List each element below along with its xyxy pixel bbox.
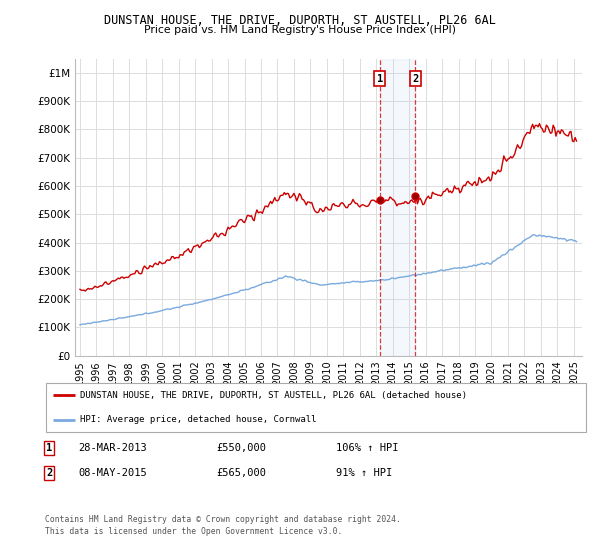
Text: DUNSTAN HOUSE, THE DRIVE, DUPORTH, ST AUSTELL, PL26 6AL: DUNSTAN HOUSE, THE DRIVE, DUPORTH, ST AU… — [104, 14, 496, 27]
Text: DUNSTAN HOUSE, THE DRIVE, DUPORTH, ST AUSTELL, PL26 6AL (detached house): DUNSTAN HOUSE, THE DRIVE, DUPORTH, ST AU… — [80, 391, 467, 400]
Bar — [380, 59, 415, 356]
Text: 28-MAR-2013: 28-MAR-2013 — [78, 443, 147, 453]
Text: 2: 2 — [46, 468, 52, 478]
Text: Price paid vs. HM Land Registry's House Price Index (HPI): Price paid vs. HM Land Registry's House … — [144, 25, 456, 35]
Text: 1: 1 — [46, 443, 52, 453]
Text: This data is licensed under the Open Government Licence v3.0.: This data is licensed under the Open Gov… — [45, 528, 343, 536]
Text: Contains HM Land Registry data © Crown copyright and database right 2024.: Contains HM Land Registry data © Crown c… — [45, 515, 401, 524]
Text: £565,000: £565,000 — [216, 468, 266, 478]
Text: 106% ↑ HPI: 106% ↑ HPI — [336, 443, 398, 453]
FancyBboxPatch shape — [46, 383, 586, 432]
Text: 91% ↑ HPI: 91% ↑ HPI — [336, 468, 392, 478]
Text: £550,000: £550,000 — [216, 443, 266, 453]
Text: HPI: Average price, detached house, Cornwall: HPI: Average price, detached house, Corn… — [80, 415, 317, 424]
Text: 08-MAY-2015: 08-MAY-2015 — [78, 468, 147, 478]
Text: 2: 2 — [412, 73, 418, 83]
Text: 1: 1 — [377, 73, 383, 83]
